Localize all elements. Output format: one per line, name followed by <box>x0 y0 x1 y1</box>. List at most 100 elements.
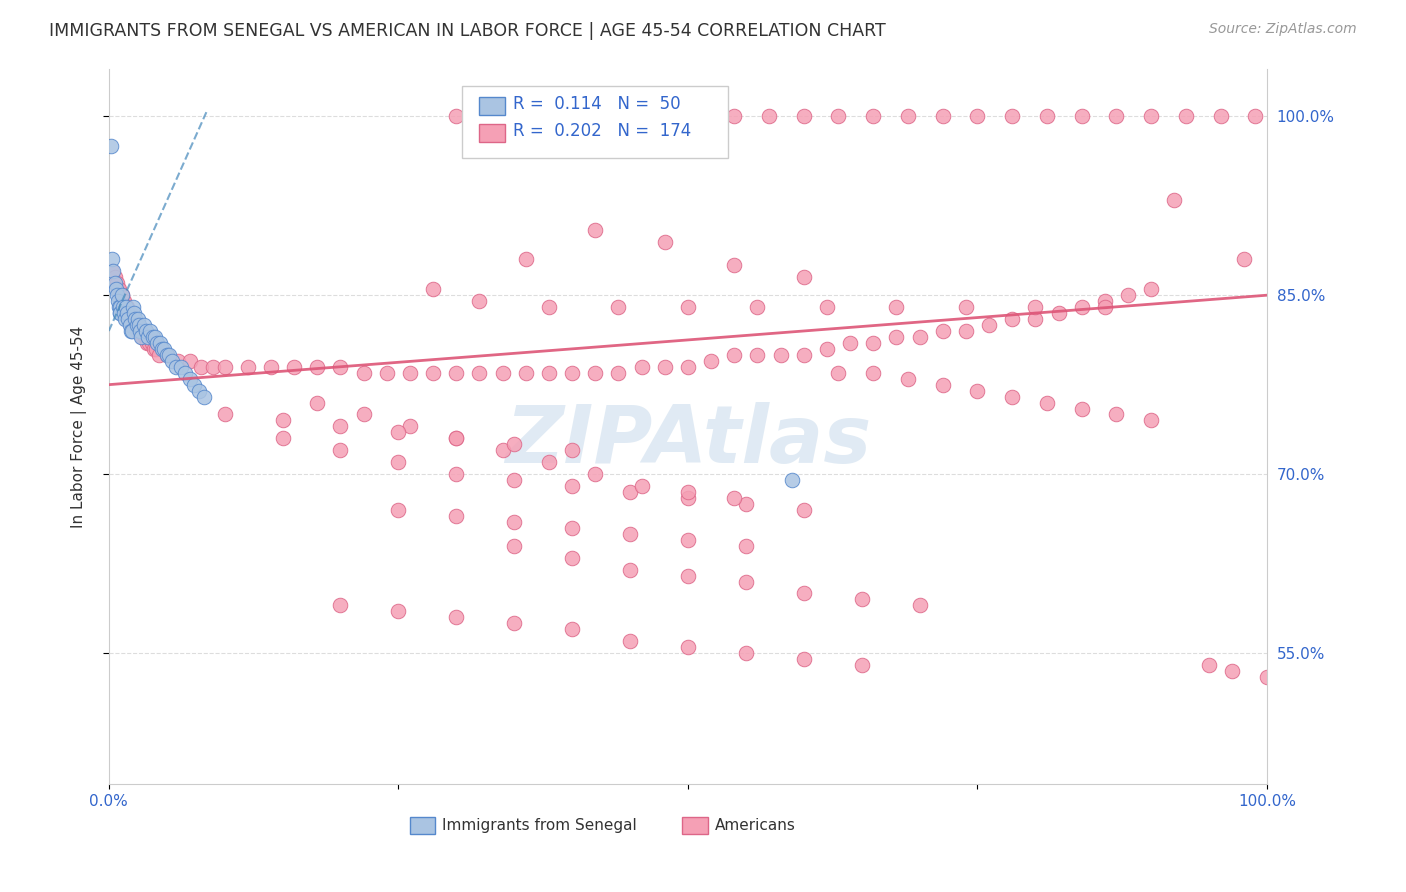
Point <box>619 485 641 500</box>
Point <box>723 109 745 123</box>
Point <box>271 413 294 427</box>
Point <box>689 109 711 123</box>
Point <box>537 366 560 380</box>
Point <box>145 342 167 356</box>
Point <box>120 324 142 338</box>
Point <box>387 604 409 618</box>
Point <box>734 539 756 553</box>
Point <box>353 408 375 422</box>
Point <box>110 288 132 302</box>
Point <box>561 479 583 493</box>
Point <box>491 443 513 458</box>
Point <box>723 258 745 272</box>
Point <box>793 270 815 285</box>
Point <box>723 491 745 505</box>
Point <box>897 109 920 123</box>
Point <box>886 300 908 314</box>
Point <box>955 324 977 338</box>
Point <box>886 330 908 344</box>
Point <box>1094 294 1116 309</box>
Point <box>851 592 873 607</box>
Point <box>1256 670 1278 684</box>
Point <box>129 330 152 344</box>
Point <box>1174 109 1197 123</box>
Point <box>111 294 134 309</box>
Point <box>103 264 125 278</box>
Point <box>561 550 583 565</box>
Point <box>769 348 792 362</box>
Point <box>747 348 769 362</box>
Point <box>122 306 145 320</box>
Point <box>537 300 560 314</box>
Point <box>446 431 468 445</box>
Point <box>121 324 143 338</box>
Point <box>619 563 641 577</box>
Point <box>1140 109 1163 123</box>
Point <box>124 312 146 326</box>
Point <box>399 419 422 434</box>
Point <box>179 372 201 386</box>
Point <box>167 353 190 368</box>
Point <box>142 330 165 344</box>
Point <box>583 222 606 236</box>
Point <box>851 658 873 673</box>
Point <box>118 318 141 332</box>
Point <box>387 503 409 517</box>
Point <box>654 109 676 123</box>
Point <box>131 330 153 344</box>
Point <box>908 330 931 344</box>
FancyBboxPatch shape <box>479 124 505 142</box>
Point <box>101 264 124 278</box>
Point <box>676 533 699 547</box>
Point <box>1105 109 1128 123</box>
Point <box>107 294 129 309</box>
Point <box>676 300 699 314</box>
Point <box>329 443 352 458</box>
Point <box>117 306 139 320</box>
Point <box>515 109 537 123</box>
Point <box>793 503 815 517</box>
Point <box>329 359 352 374</box>
Point <box>780 473 803 487</box>
Point <box>105 288 128 302</box>
Point <box>955 300 977 314</box>
Point <box>214 408 236 422</box>
Point <box>1070 109 1092 123</box>
Point <box>110 300 132 314</box>
Point <box>260 359 283 374</box>
Point <box>115 300 138 314</box>
Point <box>108 282 131 296</box>
Point <box>446 610 468 624</box>
Point <box>214 359 236 374</box>
Point <box>236 359 259 374</box>
Text: Americans: Americans <box>714 818 796 833</box>
Point <box>793 652 815 666</box>
Point <box>676 491 699 505</box>
Point <box>446 508 468 523</box>
Point <box>977 318 1000 332</box>
Point <box>537 455 560 469</box>
Point <box>122 300 145 314</box>
FancyBboxPatch shape <box>682 816 707 834</box>
Point <box>202 359 225 374</box>
Point <box>136 335 159 350</box>
Point <box>118 306 141 320</box>
Point <box>607 300 630 314</box>
Point <box>125 318 148 332</box>
Text: ZIPAtlas: ZIPAtlas <box>505 401 872 480</box>
Point <box>503 515 526 529</box>
Point <box>827 366 849 380</box>
Point <box>515 366 537 380</box>
Point <box>897 372 920 386</box>
Point <box>446 467 468 482</box>
Point <box>329 599 352 613</box>
Point <box>446 431 468 445</box>
Point <box>583 467 606 482</box>
Point <box>108 300 131 314</box>
Point <box>120 312 142 326</box>
Point <box>387 425 409 440</box>
Point <box>966 384 988 398</box>
Point <box>630 359 652 374</box>
Point <box>561 622 583 636</box>
Point <box>190 359 212 374</box>
